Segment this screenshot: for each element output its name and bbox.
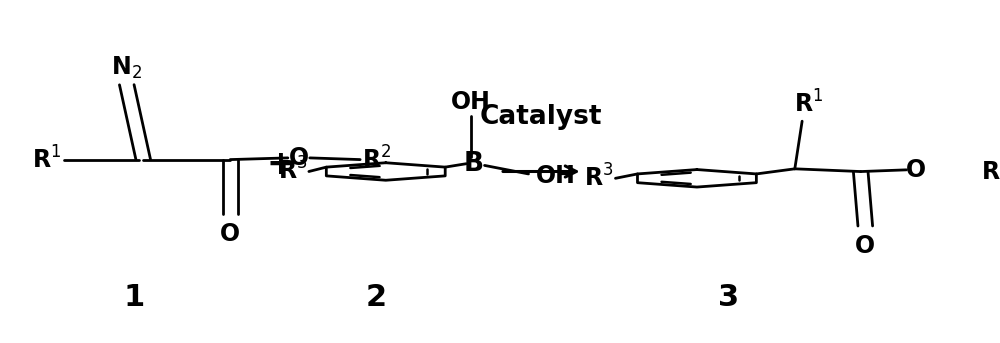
Text: R$^1$: R$^1$ <box>794 91 823 118</box>
Text: O: O <box>906 158 926 182</box>
Text: OH: OH <box>536 164 576 188</box>
Text: 1: 1 <box>123 283 145 312</box>
Text: OH: OH <box>451 91 491 115</box>
Text: O: O <box>289 146 309 170</box>
Text: 3: 3 <box>718 283 740 312</box>
Text: B: B <box>464 151 484 177</box>
Text: R$^2$: R$^2$ <box>981 158 1000 185</box>
Text: R$^3$: R$^3$ <box>278 158 307 185</box>
Text: R$^2$: R$^2$ <box>362 146 391 173</box>
Text: +: + <box>267 148 294 181</box>
Text: 2: 2 <box>366 283 387 312</box>
Text: R$^1$: R$^1$ <box>32 146 62 173</box>
Text: R$^3$: R$^3$ <box>584 165 614 192</box>
Text: O: O <box>220 223 240 246</box>
Text: Catalyst: Catalyst <box>480 104 603 130</box>
Text: N$_2$: N$_2$ <box>111 55 142 81</box>
Text: O: O <box>855 234 875 258</box>
